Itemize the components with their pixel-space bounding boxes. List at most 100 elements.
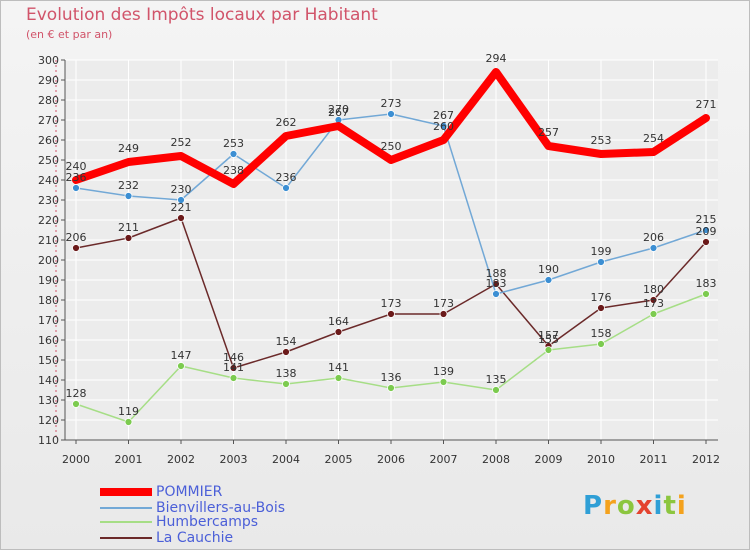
data-point <box>597 340 605 348</box>
data-point <box>492 386 500 394</box>
data-label: 147 <box>171 349 192 362</box>
data-point <box>702 290 710 298</box>
data-label: 250 <box>381 140 402 153</box>
data-label: 199 <box>591 245 612 258</box>
y-tick-label: 210 <box>38 234 59 247</box>
data-label: 267 <box>328 106 349 119</box>
data-label: 190 <box>538 263 559 276</box>
y-tick-labels: 110 120 130 140 150 160 170 180 190 200 210 220 230 2… <box>38 54 59 447</box>
y-tick-label: 270 <box>38 114 59 127</box>
y-tick-label: 200 <box>38 254 59 267</box>
logo-letter: r <box>603 491 617 521</box>
data-point <box>72 400 80 408</box>
data-label: 271 <box>696 98 717 111</box>
y-tick-label: 130 <box>38 394 59 407</box>
data-label: 253 <box>591 134 612 147</box>
x-tick-label: 2006 <box>377 453 405 466</box>
x-tick-label: 2000 <box>62 453 90 466</box>
legend-swatch-humbercamps <box>100 521 152 523</box>
legend-swatch-la-cauchie <box>100 537 152 539</box>
chart-title: Evolution des Impôts locaux par Habitant <box>26 5 378 25</box>
logo-letter: x <box>635 491 654 521</box>
data-label: 294 <box>486 52 507 65</box>
data-label: 257 <box>538 126 559 139</box>
data-label: 180 <box>643 283 664 296</box>
y-tick-label: 230 <box>38 194 59 207</box>
data-point <box>124 418 133 426</box>
data-point <box>282 348 290 356</box>
y-tick-label: 300 <box>38 54 59 67</box>
legend-item-bienvillers: Bienvillers-au-Bois <box>100 500 285 516</box>
data-label: 128 <box>66 387 87 400</box>
y-tick-label: 290 <box>38 74 59 87</box>
legend-item-la-cauchie: La Cauchie <box>100 530 233 546</box>
data-point <box>282 380 290 388</box>
data-point <box>229 374 238 382</box>
proxiti-logo: Proxiti <box>583 491 687 521</box>
data-label: 183 <box>486 277 507 290</box>
chart-subtitle: (en € et par an) <box>26 28 113 41</box>
series-line-0 <box>72 68 710 188</box>
y-tick-label: 140 <box>38 374 59 387</box>
x-tick-label: 2004 <box>272 453 300 466</box>
data-point <box>177 214 185 222</box>
x-tick-label: 2007 <box>430 453 458 466</box>
data-label: 158 <box>591 327 612 340</box>
y-tick-label: 250 <box>38 154 59 167</box>
data-point <box>597 258 605 266</box>
y-tick-label: 240 <box>38 174 59 187</box>
x-tick-label: 2008 <box>482 453 510 466</box>
data-label: 176 <box>591 291 612 304</box>
data-point <box>72 244 80 252</box>
data-label: 141 <box>328 361 349 374</box>
logo-letter: P <box>583 491 604 521</box>
data-point <box>492 290 500 298</box>
data-label: 173 <box>643 297 664 310</box>
x-tick-label: 2011 <box>640 453 668 466</box>
data-label: 253 <box>223 137 244 150</box>
logo-letter: t <box>663 491 677 521</box>
legend-item-humbercamps: Humbercamps <box>100 514 258 530</box>
data-label: 173 <box>381 297 402 310</box>
data-label: 173 <box>433 297 454 310</box>
data-point <box>387 310 395 318</box>
legend-item-pommier: POMMIER <box>100 484 222 500</box>
data-label: 273 <box>381 97 402 110</box>
data-label: 135 <box>486 373 507 386</box>
data-point <box>229 364 238 372</box>
logo-letter: o <box>616 491 636 521</box>
legend-label-humbercamps: Humbercamps <box>156 514 259 530</box>
axes <box>55 59 718 444</box>
data-label: 252 <box>171 136 192 149</box>
legend-label-la-cauchie: La Cauchie <box>156 530 234 546</box>
data-label: 260 <box>433 120 454 133</box>
data-label: 230 <box>171 183 192 196</box>
data-label: 157 <box>538 329 559 342</box>
data-point <box>177 362 185 370</box>
data-label: 188 <box>486 267 507 280</box>
data-label: 154 <box>276 335 297 348</box>
x-tick-label: 2009 <box>535 453 563 466</box>
y-tick-label: 220 <box>38 214 59 227</box>
data-label: 155 <box>538 333 559 346</box>
data-label: 146 <box>223 351 244 364</box>
x-tick-label: 2005 <box>325 453 353 466</box>
y-tick-label: 150 <box>38 354 59 367</box>
legend-label-pommier: POMMIER <box>156 484 223 500</box>
data-label: 262 <box>276 116 297 129</box>
data-point <box>439 378 448 386</box>
data-point <box>124 192 133 200</box>
data-label: 221 <box>171 201 192 214</box>
data-label: 232 <box>118 179 139 192</box>
data-label: 267 <box>433 109 454 122</box>
data-labels: 206 211 221 146 154 164 173 173 188 157 176 180 209 1… <box>66 52 717 418</box>
y-tick-label: 280 <box>38 94 59 107</box>
data-label: 138 <box>276 367 297 380</box>
data-point <box>229 150 238 158</box>
y-tick-label: 180 <box>38 294 59 307</box>
data-label: 211 <box>118 221 139 234</box>
data-point <box>177 196 185 204</box>
data-point <box>649 244 658 252</box>
x-tick-label: 2010 <box>587 453 615 466</box>
